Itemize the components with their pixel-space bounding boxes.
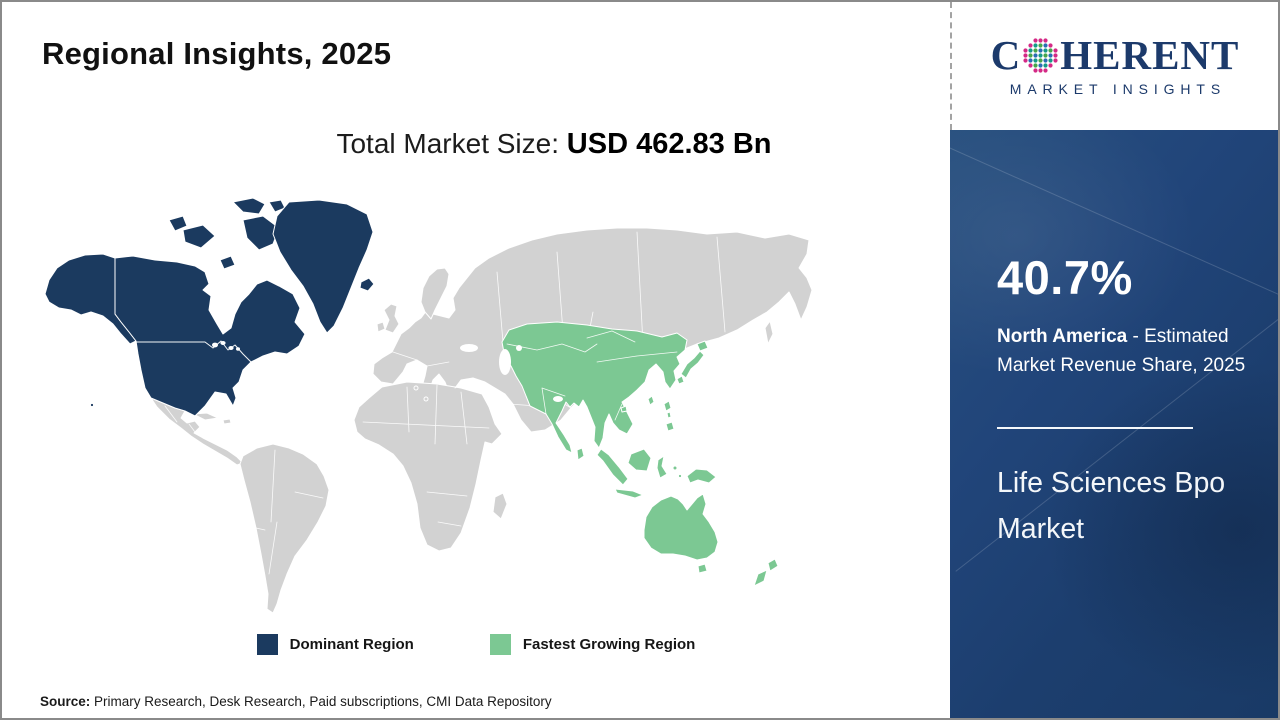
map-legend: Dominant Region Fastest Growing Region xyxy=(2,634,950,655)
main-content: Regional Insights, 2025 Total Market Siz… xyxy=(2,2,950,718)
total-market-size-value: USD 462.83 Bn xyxy=(566,128,772,160)
fastest-growing-region-label: Fastest Growing Region xyxy=(522,636,696,653)
region-rest-of-world xyxy=(150,227,813,614)
legend-item-dominant: Dominant Region xyxy=(256,634,414,655)
market-share-value: 40.7% xyxy=(997,251,1133,304)
market-name: Life Sciences Bpo Market xyxy=(997,467,1226,545)
total-market-size: Total Market Size: USD 462.83 Bn xyxy=(80,128,1028,161)
market-share-caption: North America - Estimated Market Revenue… xyxy=(997,322,1263,380)
dominant-region-label: Dominant Region xyxy=(289,636,414,653)
persian-gulf xyxy=(553,396,563,402)
total-market-size-label: Total Market Size: xyxy=(336,128,560,159)
region-name: North America xyxy=(997,326,1128,347)
caspian-sea xyxy=(499,349,511,375)
dotted-o-icon xyxy=(1023,38,1058,73)
brand-tagline: MARKET INSIGHTS xyxy=(1009,81,1227,97)
world-map xyxy=(37,192,817,622)
caption-rest: - Estimated Market Revenue Share, 2025 xyxy=(997,326,1246,376)
region-north-america xyxy=(44,197,375,417)
dominant-region-swatch xyxy=(256,634,278,655)
world-map-svg xyxy=(44,197,813,614)
right-column: C HERENT MARKET INSIGHTS 40.7% North Ame… xyxy=(950,2,1278,718)
panel-divider xyxy=(997,427,1193,429)
page-title: Regional Insights, 2025 xyxy=(42,36,392,71)
source-label: Source: xyxy=(40,694,91,709)
brand-letter-c: C xyxy=(990,32,1022,78)
source-text: Primary Research, Desk Research, Paid su… xyxy=(90,694,552,709)
brand-letters-rest: HERENT xyxy=(1060,32,1240,78)
legend-item-fastest: Fastest Growing Region xyxy=(489,634,696,655)
aral-sea xyxy=(516,345,522,351)
highlight-panel: 40.7% North America - Estimated Market R… xyxy=(950,130,1278,718)
source-attribution: Source: Primary Research, Desk Research,… xyxy=(40,694,552,709)
panel-texture xyxy=(950,130,1278,718)
region-asia-pacific xyxy=(501,321,779,587)
fastest-growing-region-swatch xyxy=(489,634,511,655)
black-sea xyxy=(460,344,478,352)
brand-logo: C HERENT MARKET INSIGHTS xyxy=(950,2,1278,130)
brand-wordmark: C HERENT xyxy=(991,35,1240,76)
